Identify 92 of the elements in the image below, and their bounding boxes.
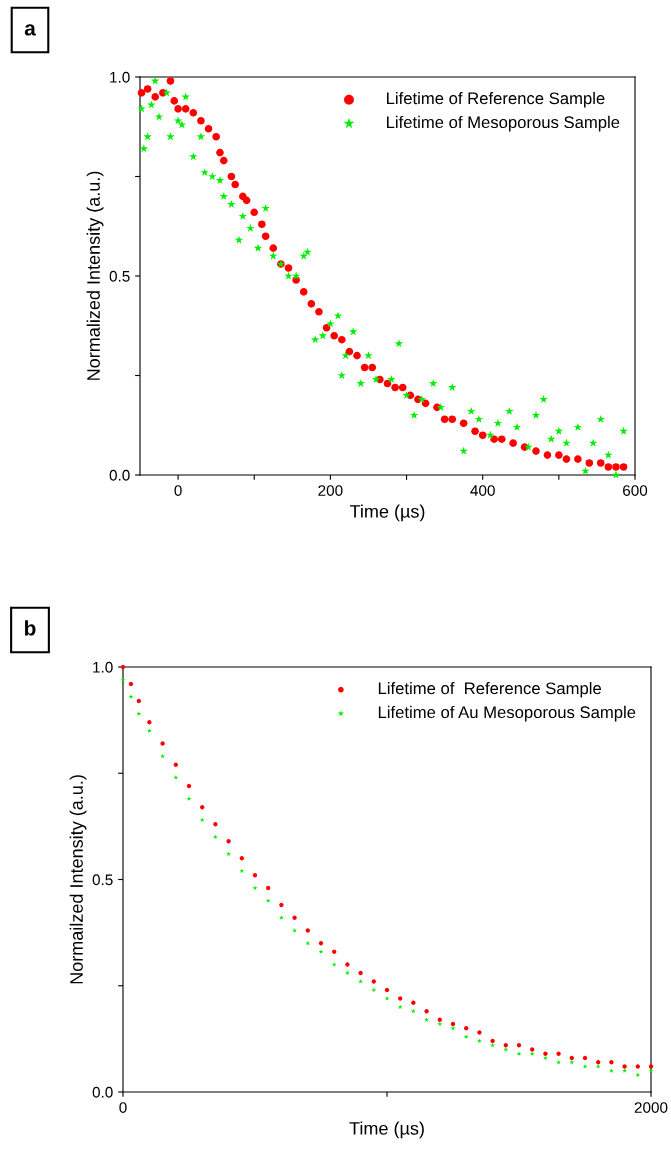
point: [635, 1064, 640, 1069]
point: [490, 1038, 495, 1044]
point: [305, 928, 310, 933]
y-tick-label: 0.5: [92, 874, 113, 886]
point: [358, 978, 364, 984]
point: [173, 762, 178, 767]
x-tick-label: 400: [470, 485, 495, 496]
y-tick-label: 0.0: [92, 1086, 113, 1098]
point: [199, 817, 205, 823]
point: [345, 962, 350, 967]
point: [503, 1043, 508, 1048]
point: [411, 1000, 416, 1005]
point: [529, 1051, 535, 1056]
point: [226, 839, 231, 844]
point: [424, 1009, 429, 1014]
point: [160, 753, 166, 759]
point: [542, 1055, 548, 1061]
point: [200, 805, 205, 810]
point: [516, 1043, 522, 1048]
point: [128, 681, 134, 687]
point: [490, 1042, 496, 1048]
point: [371, 979, 376, 984]
point: [252, 873, 258, 878]
point: [239, 856, 244, 861]
point: [424, 1017, 430, 1022]
point: [463, 1034, 469, 1039]
point: [477, 1030, 482, 1035]
point: [265, 898, 271, 903]
point: [318, 941, 324, 946]
point: [398, 996, 403, 1001]
point: [136, 711, 142, 716]
text: b: [25, 620, 36, 636]
x-tick-label: 600: [623, 485, 648, 496]
point: [384, 987, 390, 993]
point: [397, 1004, 403, 1010]
text: a: [24, 24, 36, 36]
x-tick-label: 200: [318, 485, 343, 496]
point: [266, 885, 271, 891]
point: [635, 1072, 641, 1078]
point: [371, 987, 377, 993]
point: [530, 1047, 535, 1052]
y-tick-label: 1.0: [93, 661, 113, 673]
x-tick-label: 0: [174, 485, 182, 496]
point: [146, 728, 152, 733]
point: [476, 1038, 482, 1044]
point: [569, 1055, 574, 1061]
legend-label: Lifetime of Reference Sample: [378, 682, 601, 698]
point: [213, 822, 218, 827]
point: [596, 1060, 601, 1065]
y-axis-title: Normalized Intensity (a.u.): [86, 171, 104, 380]
point: [358, 970, 363, 976]
x-axis-title: Time (µs): [349, 1121, 424, 1139]
point: [450, 1025, 456, 1031]
point: [608, 1068, 614, 1073]
y-tick-label: 0.5: [109, 270, 130, 282]
y-tick-label: 1.0: [110, 71, 130, 83]
point: [569, 1059, 575, 1065]
point: [648, 1064, 654, 1069]
point: [305, 940, 311, 946]
point: [292, 915, 297, 920]
point: [292, 927, 298, 933]
point: [556, 1051, 561, 1056]
point: [239, 868, 245, 874]
legend-label: Lifetime of Au Mesoporous Sample: [378, 705, 636, 722]
point: [410, 1008, 416, 1014]
point: [160, 741, 165, 746]
point: [279, 902, 284, 908]
point: [136, 698, 142, 704]
point: [344, 970, 350, 976]
point: [464, 1026, 469, 1031]
y-axis-title: Normailzed Intensity (a.u.): [69, 775, 87, 984]
x-tick-label: 2000: [634, 1102, 668, 1113]
legend-label: Lifetime of Mesoporous Sample: [387, 115, 620, 132]
point: [332, 949, 337, 954]
point: [212, 834, 218, 840]
point: [147, 720, 152, 725]
y-tick-label: 0.0: [109, 469, 130, 481]
point: [450, 1021, 456, 1027]
point: [226, 851, 232, 857]
point: [556, 1059, 562, 1065]
legend-label: Lifetime of Reference Sample: [387, 92, 605, 108]
point: [437, 1017, 442, 1022]
point: [543, 1051, 548, 1056]
point: [622, 1068, 628, 1073]
x-tick-label: 0: [119, 1102, 127, 1113]
point: [609, 1060, 614, 1065]
point: [582, 1055, 588, 1061]
point: [278, 915, 284, 920]
point: [128, 694, 134, 699]
point: [186, 783, 192, 789]
point: [437, 1021, 443, 1027]
x-axis-title: Time (µs): [349, 504, 425, 522]
